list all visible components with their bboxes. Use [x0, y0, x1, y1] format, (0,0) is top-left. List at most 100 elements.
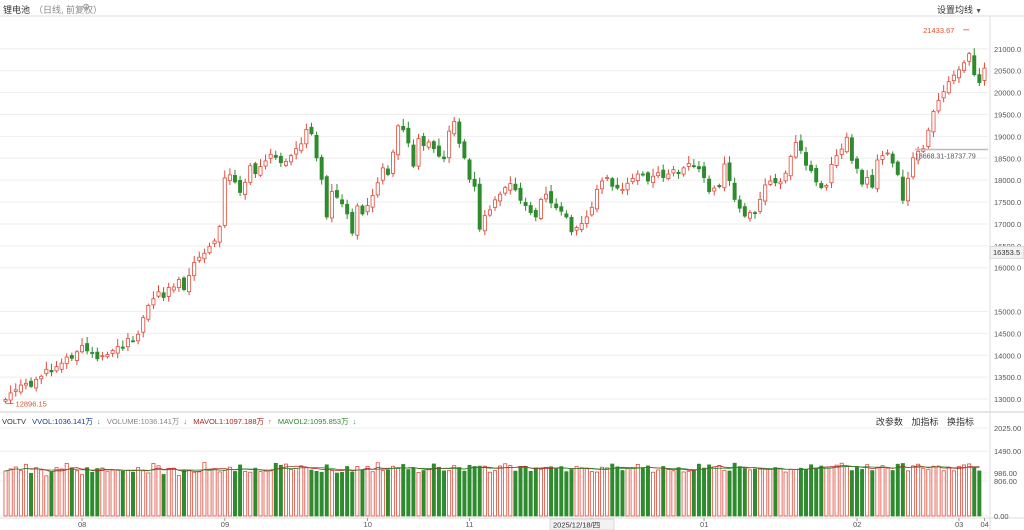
- volume-bar: [436, 466, 441, 517]
- volume-indicator-name[interactable]: VOLTV: [2, 417, 27, 426]
- volume-bar: [309, 469, 314, 517]
- chart-title: 锂电池 （日线, 前复权）: [3, 3, 102, 16]
- volume-tick-label: 986.00: [994, 469, 1017, 478]
- date-tag-label: 2025/12/18/四: [553, 521, 600, 530]
- candle-body: [804, 152, 808, 166]
- ma-settings-button[interactable]: 设置均线 ▼: [937, 3, 982, 16]
- candle-body: [44, 368, 49, 375]
- mavol1-value: MAVOL1:1097.188万: [193, 417, 265, 426]
- candle-body: [319, 156, 324, 180]
- candle-body: [900, 176, 905, 201]
- candle-body: [120, 346, 125, 349]
- candle-body: [467, 159, 472, 180]
- volume-bar: [640, 467, 645, 517]
- mavol1-line: [5, 465, 980, 473]
- price-tag-box: [989, 245, 1024, 259]
- volume-bar: [207, 469, 212, 517]
- candle-body: [131, 340, 135, 343]
- volume-bar: [452, 465, 457, 517]
- index-name: 锂电池: [3, 5, 31, 15]
- candle-body: [788, 156, 793, 177]
- price-tick-label: 19000.0: [994, 132, 1021, 141]
- volume-bar: [462, 470, 467, 517]
- candle-body: [447, 130, 452, 159]
- candle-body: [640, 173, 645, 176]
- gear-icon[interactable]: ⚙: [82, 2, 91, 12]
- range-label: 18668.31-18737.79: [915, 154, 976, 161]
- candle-body: [967, 53, 972, 62]
- candle-body: [487, 209, 492, 216]
- candle-body: [819, 183, 824, 189]
- volume-bar: [656, 469, 661, 517]
- candle-body: [171, 286, 176, 291]
- candle-body: [431, 141, 436, 150]
- candle-body: [8, 392, 13, 401]
- volume-bar: [549, 466, 554, 517]
- candle-body: [645, 172, 650, 182]
- volume-bar: [809, 464, 814, 517]
- volume-bar: [171, 467, 176, 517]
- volume-bar: [798, 467, 803, 517]
- volume-bar: [39, 469, 44, 517]
- volume-bar: [426, 468, 431, 517]
- price-tick-label: 18000.0: [994, 176, 1021, 185]
- candle-body: [222, 177, 227, 226]
- volume-bar: [880, 465, 885, 517]
- volume-bar: [839, 462, 844, 517]
- volume-bar: [222, 469, 227, 517]
- candle-body: [625, 182, 630, 191]
- volume-bar: [248, 471, 253, 517]
- edit-params-button[interactable]: 改参数: [875, 417, 903, 427]
- switch-indicator-button[interactable]: 换指标: [946, 417, 974, 427]
- volume-bar: [350, 471, 355, 517]
- volume-bar: [380, 470, 385, 517]
- indicator-tools: 改参数 加指标 换指标: [870, 415, 974, 428]
- volume-bar: [702, 467, 707, 517]
- candle-body: [151, 298, 156, 306]
- volume-bar: [105, 470, 110, 517]
- price-tick-label: 17000.0: [994, 220, 1021, 229]
- candle-body: [136, 333, 141, 342]
- volume-bar: [620, 470, 625, 517]
- candle-body: [564, 213, 569, 218]
- volume-bar: [707, 464, 712, 517]
- candle-body: [105, 354, 110, 358]
- volume-bar: [355, 466, 360, 517]
- candle-body: [783, 172, 788, 182]
- candle-body: [80, 345, 85, 353]
- candle-body: [141, 317, 146, 333]
- mavol2-arrow-icon: ↓: [352, 417, 357, 426]
- volume-bar: [788, 468, 793, 517]
- candle-body: [182, 277, 186, 291]
- candle-body: [334, 190, 339, 198]
- volume-legend: VOLTV VVOL:1036.141万 ↓ VOLUME:1036.141万 ↓ …: [2, 416, 360, 427]
- volume-bar: [197, 470, 202, 517]
- volume-bar: [849, 470, 854, 517]
- volume-bar: [431, 463, 436, 517]
- candle-body: [452, 121, 457, 135]
- volume-bar: [946, 466, 951, 517]
- candle-body: [916, 150, 921, 161]
- price-tick-label: 14000.0: [994, 351, 1021, 360]
- volume-bar: [49, 472, 54, 517]
- candle-body: [350, 211, 355, 234]
- volume-bar: [141, 470, 146, 517]
- candle-body: [457, 121, 462, 144]
- volume-bar: [905, 470, 910, 517]
- candle-body: [340, 199, 345, 205]
- time-tick-label: 02: [853, 520, 861, 529]
- volume-bar: [370, 471, 375, 517]
- volume-bar: [615, 466, 620, 517]
- volume-bar: [125, 469, 130, 517]
- volume-bar: [727, 470, 732, 517]
- time-tick-label: 01: [700, 520, 708, 529]
- volume-bar: [299, 465, 304, 517]
- volume-bar: [594, 471, 599, 517]
- volume-bar: [457, 467, 462, 517]
- volume-bar: [793, 468, 798, 517]
- candle-body: [676, 171, 681, 175]
- add-indicator-button[interactable]: 加指标: [911, 417, 939, 427]
- volume-bar: [696, 463, 701, 517]
- candle-body: [324, 176, 329, 218]
